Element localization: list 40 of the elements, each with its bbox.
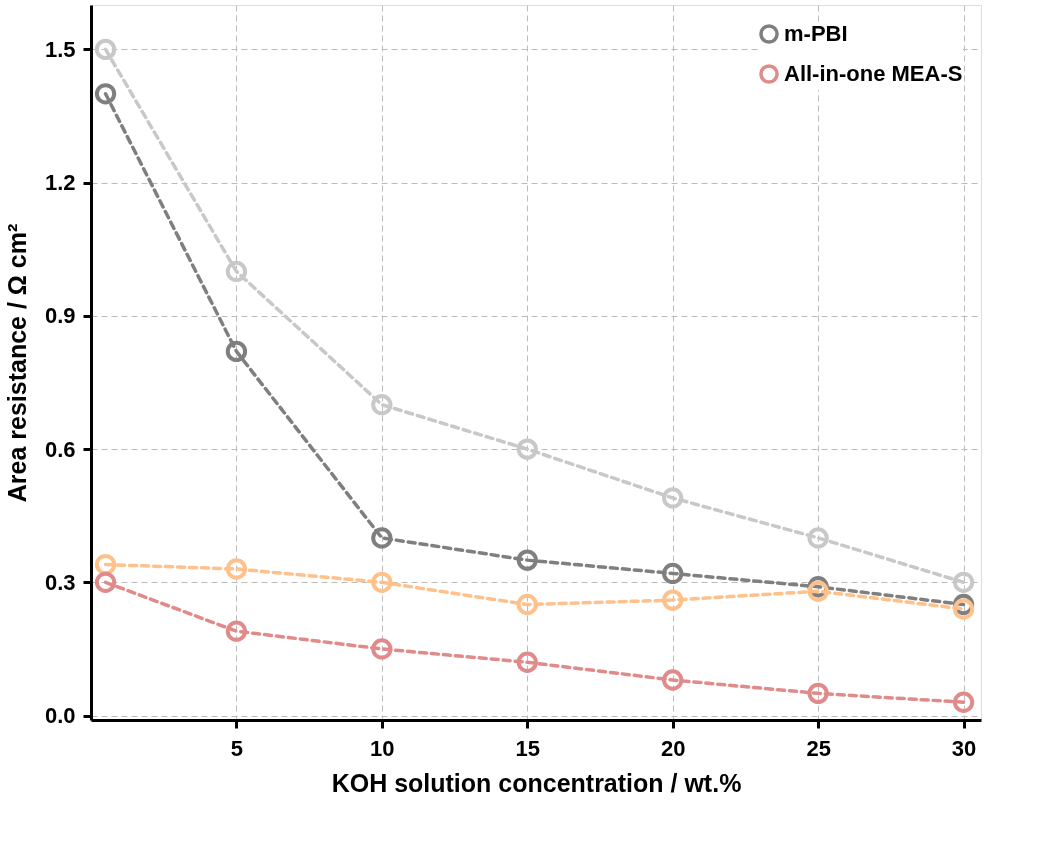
point (807, 527, 829, 549)
point (225, 340, 248, 363)
y-tick-label: 1.2 (44, 170, 76, 196)
y-tick-label: 0.9 (44, 303, 76, 329)
x-tick-label: 5 (230, 735, 244, 761)
x-tick-label: 25 (806, 735, 831, 761)
point (662, 487, 684, 509)
legend-label: m-PBI (784, 21, 848, 46)
point (516, 593, 538, 616)
x-tick-label: 10 (370, 735, 395, 761)
point (662, 562, 684, 585)
y-tick-label: 0.6 (44, 436, 76, 462)
point (225, 558, 248, 580)
point (516, 438, 538, 460)
point (516, 549, 538, 571)
point (952, 598, 975, 620)
x-tick-label: 30 (951, 735, 977, 761)
point (662, 669, 684, 691)
point (662, 589, 684, 611)
point (371, 571, 393, 593)
x-tick-label: 20 (660, 735, 686, 761)
point (371, 527, 393, 549)
point (952, 691, 975, 713)
point (807, 682, 829, 704)
point (94, 83, 117, 105)
y-tick-label: 0.0 (44, 703, 76, 729)
point (225, 260, 248, 283)
y-axis-title: Area resistance / Ω cm² (2, 223, 31, 503)
point (516, 651, 538, 673)
y-tick-label: 0.3 (44, 569, 76, 595)
legend-label: All-in-one MEA-S (784, 61, 963, 86)
point (371, 394, 393, 416)
point (94, 38, 117, 61)
point (225, 620, 248, 642)
point (952, 571, 975, 593)
x-tick-label: 15 (515, 735, 541, 761)
y-tick-label: 1.5 (44, 36, 76, 62)
point (371, 638, 393, 660)
point (94, 571, 117, 593)
x-axis-title: KOH solution concentration / wt.% (331, 768, 742, 797)
